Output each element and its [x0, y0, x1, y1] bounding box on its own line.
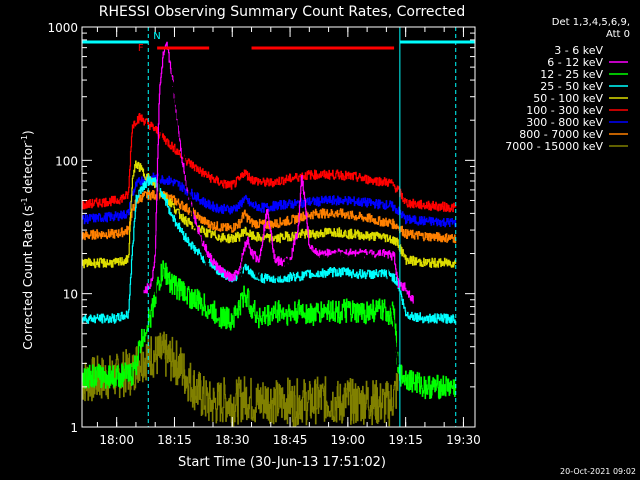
night-marker-n: N: [153, 31, 160, 42]
legend-label-8: 7000 - 15000 keV: [505, 140, 603, 153]
y-tick-label: 100: [55, 154, 78, 168]
x-tick-label: 18:45: [273, 433, 308, 447]
y-axis-label-close: ): [21, 130, 35, 135]
legend-header: Det 1,3,4,5,6,9, Att 0: [552, 17, 630, 40]
x-axis-label: Start Time (30-Jun-13 17:51:02): [178, 455, 386, 470]
x-tick-label: 18:15: [157, 433, 192, 447]
y-axis-label-sup2: -1: [20, 135, 29, 143]
flag-marker-f: F: [138, 43, 144, 54]
legend-label-2: 12 - 25 keV: [540, 68, 603, 81]
axes-layer: 18:00 18:15 18:30 18:45 19:00 19:15 19:30 1 10 10…: [47, 21, 480, 447]
x-tick-label: 19:00: [331, 433, 366, 447]
y-axis-label-mid: detector: [21, 143, 35, 198]
marker-layer: FN: [82, 27, 475, 427]
x-tick-label: 18:00: [99, 433, 134, 447]
legend-label-1: 6 - 12 keV: [547, 56, 603, 69]
legend-label-3: 25 - 50 keV: [540, 80, 603, 93]
series-line-8: [81, 331, 399, 428]
x-tick-label: 19:15: [388, 433, 423, 447]
plot-frame: [81, 26, 476, 428]
series-layer: [81, 41, 457, 428]
legend-label-4: 50 - 100 keV: [533, 92, 603, 105]
legend-label-0: 3 - 6 keV: [554, 44, 603, 57]
legend-header-line2: Att 0: [606, 29, 630, 40]
legend-label-5: 100 - 300 keV: [526, 104, 603, 117]
x-tick-label: 18:30: [215, 433, 250, 447]
legend-label-6: 300 - 800 keV: [526, 116, 603, 129]
legend-label-7: 800 - 7000 keV: [519, 128, 603, 141]
y-axis-label: Corrected Count Rate (s-1 detector-1): [20, 130, 35, 349]
series-line-3: [81, 176, 457, 324]
y-tick-label: 1: [70, 421, 78, 435]
y-tick-label: 1000: [47, 21, 78, 35]
series-line-0-core: [155, 65, 399, 367]
x-tick-label: 19:30: [446, 433, 481, 447]
series-line-2: [81, 260, 457, 400]
series-line-4: [81, 160, 457, 269]
y-axis-label-sup1: -1: [20, 197, 29, 205]
y-axis-label-main: Corrected Count Rate (s: [21, 205, 35, 349]
series-line-7: [81, 189, 457, 244]
footer-date: 20-Oct-2021 09:02: [560, 467, 636, 476]
chart-title: RHESSI Observing Summary Count Rates, Co…: [99, 4, 465, 20]
y-tick-label: 10: [63, 288, 78, 302]
legend-header-line1: Det 1,3,4,5,6,9,: [552, 17, 630, 28]
series-line-5: [81, 113, 457, 213]
